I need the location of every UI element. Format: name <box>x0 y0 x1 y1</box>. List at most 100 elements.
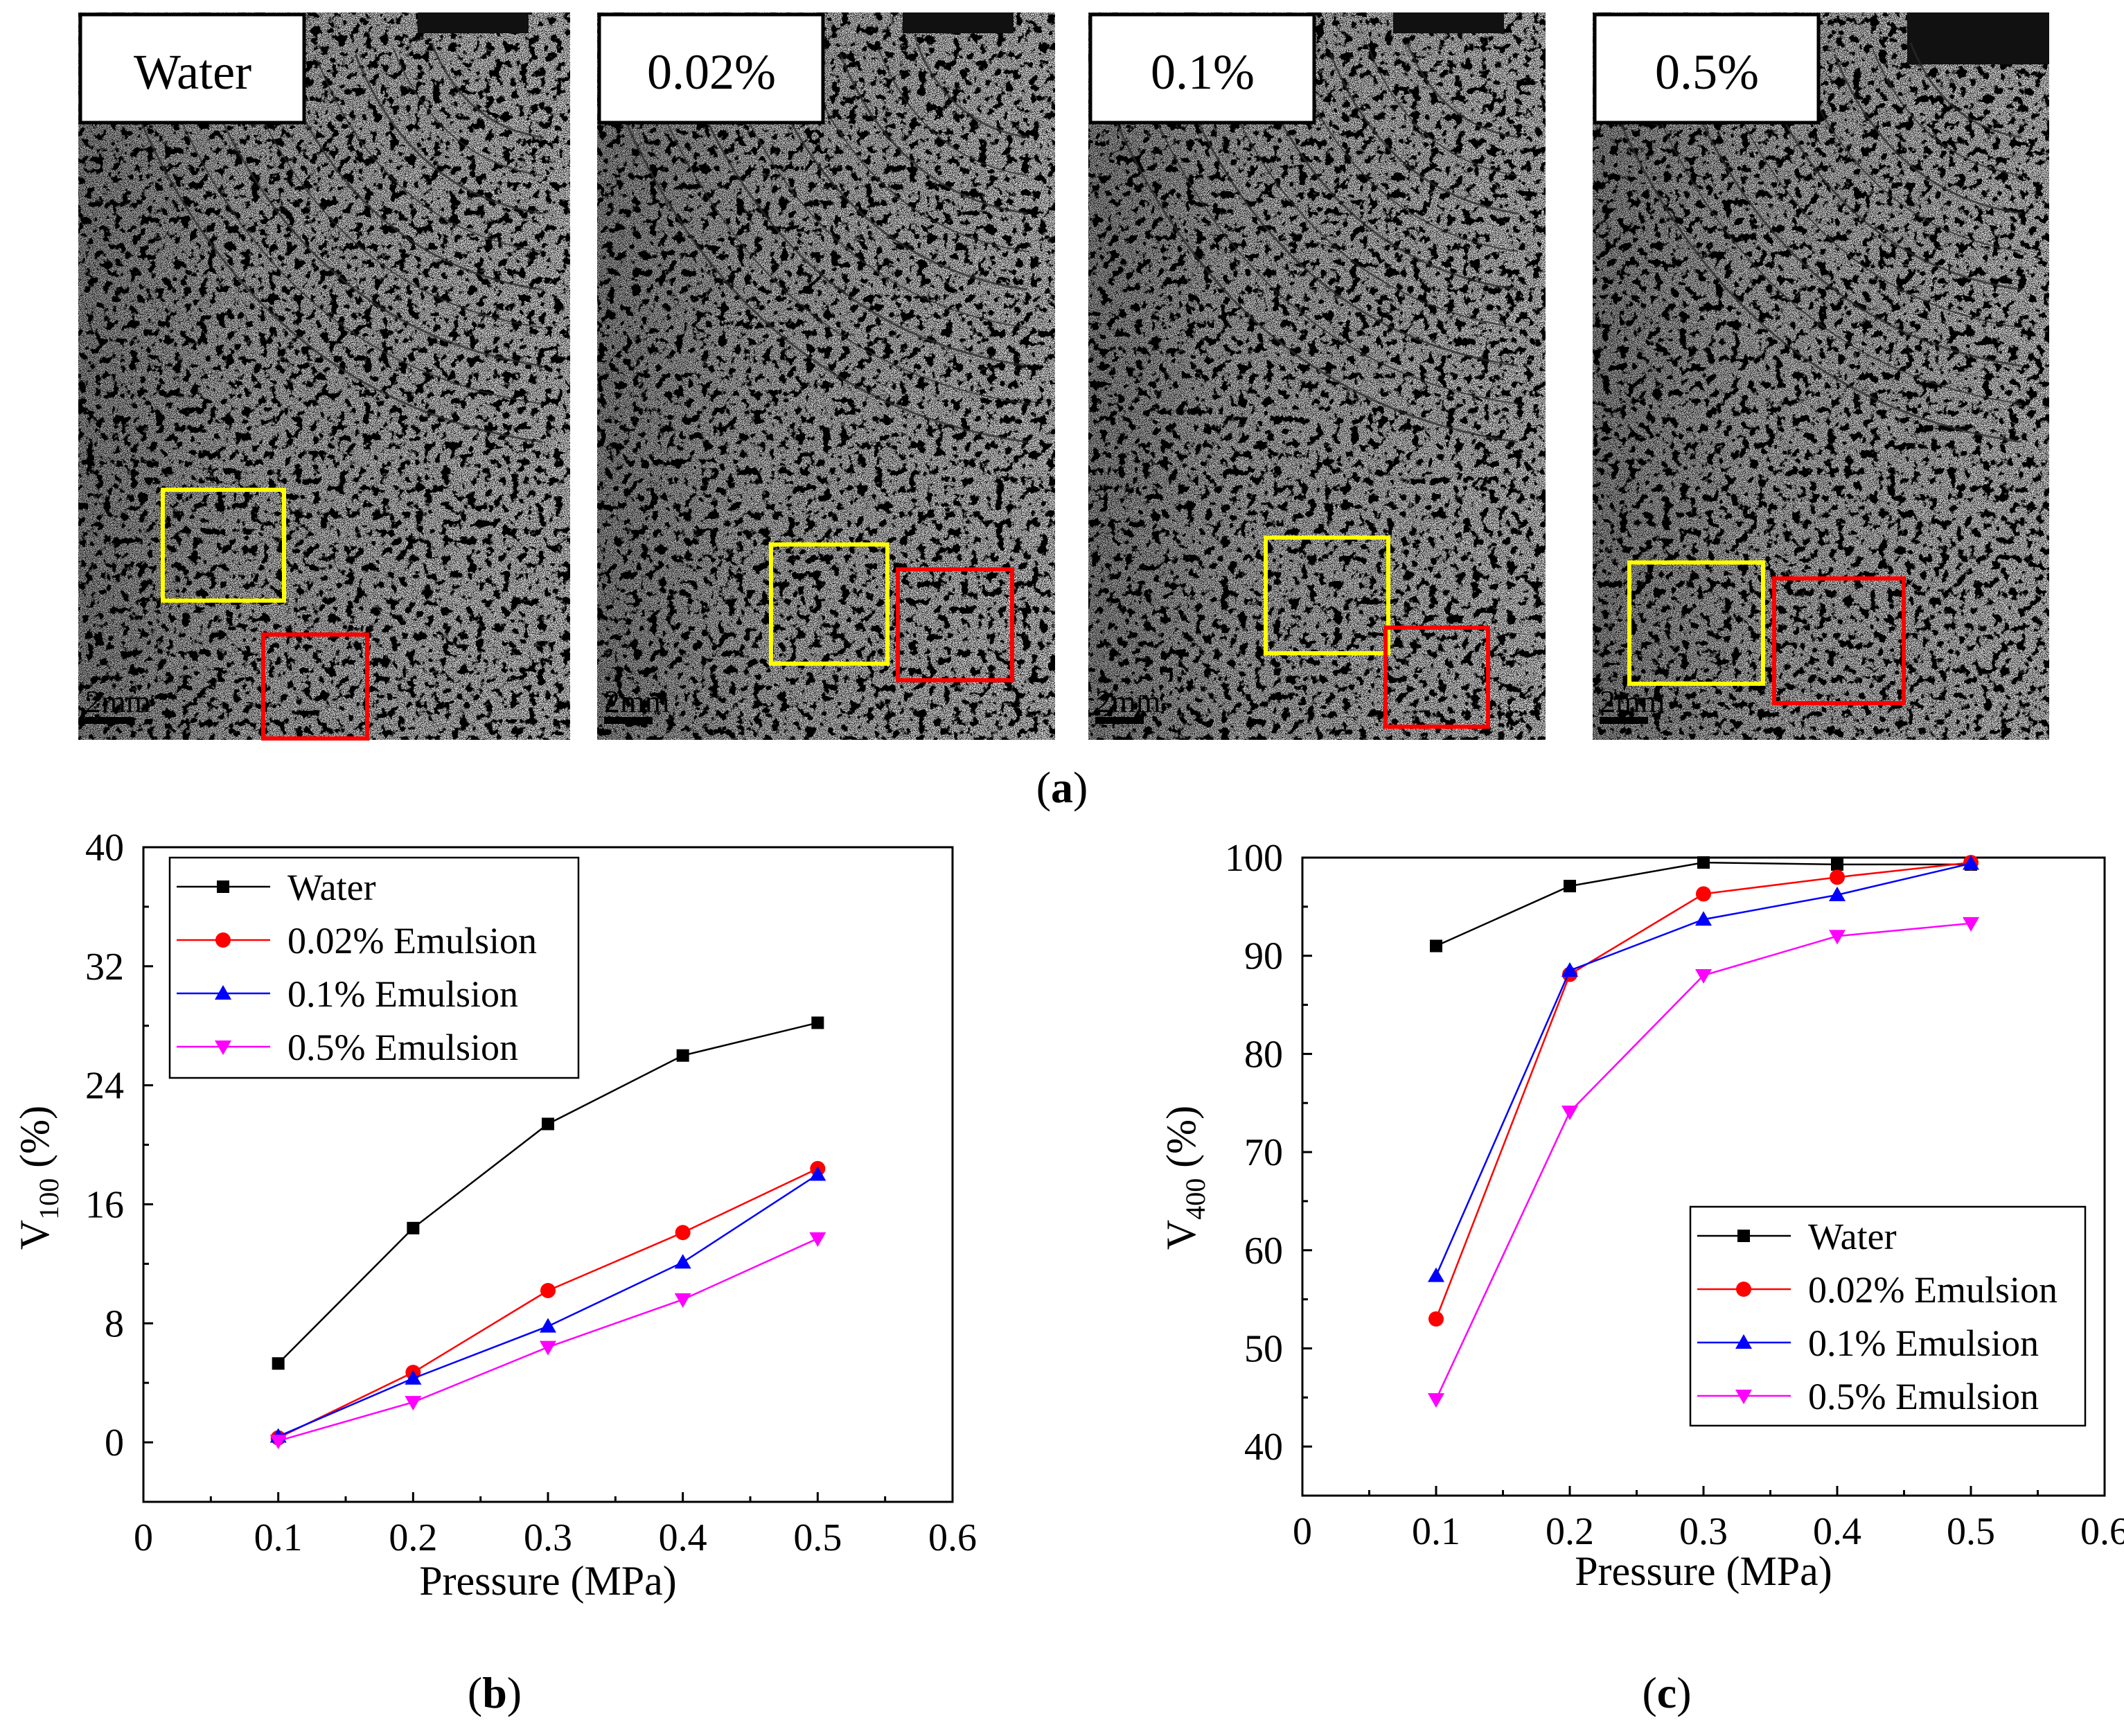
data-point <box>1428 1311 1444 1327</box>
photo-texture <box>1593 12 2049 740</box>
scale-bar-label: 2mm <box>604 684 670 719</box>
scale-bar <box>604 717 653 724</box>
legend-label: 0.1% Emulsion <box>287 973 518 1015</box>
x-tick-label: 0 <box>1293 1510 1312 1553</box>
data-point <box>1830 869 1845 885</box>
data-point <box>1697 856 1710 869</box>
data-point <box>1430 939 1442 953</box>
spray-filament <box>317 60 543 252</box>
series-line-1 <box>1435 861 1971 947</box>
data-point <box>1561 1105 1578 1120</box>
data-point <box>675 1225 691 1241</box>
scale-bar-label: 2mm <box>1095 684 1161 719</box>
y-tick-label: 0 <box>105 1421 124 1464</box>
red-highlight-box <box>1383 626 1490 729</box>
chart-b-legend-box <box>168 856 580 1079</box>
y-tick-label: 60 <box>1244 1230 1283 1273</box>
x-tick-label: 0.5 <box>1947 1510 1995 1553</box>
x-tick-label: 0.4 <box>1813 1510 1861 1553</box>
spray-filament <box>1909 42 2022 139</box>
yellow-highlight-box <box>1627 560 1765 686</box>
data-point <box>1963 855 1979 870</box>
spray-filament <box>1140 82 1519 405</box>
y-tick-label: 16 <box>85 1183 124 1226</box>
data-point <box>540 1283 556 1299</box>
x-tick-label: 0.3 <box>524 1516 572 1559</box>
series-line-3 <box>278 1173 819 1437</box>
data-point <box>674 1293 691 1308</box>
scale-bar <box>85 717 134 724</box>
chart-b: 0 0.1 0.2 0.3 0.4 0.5 0.6 0 8 16 24 32 40 Pressure (… <box>12 826 977 1717</box>
data-point <box>1428 1267 1444 1282</box>
photo-label: Water <box>134 44 251 100</box>
photo-texture <box>78 12 570 740</box>
y-tick-label: 50 <box>1244 1327 1283 1370</box>
data-point <box>811 1016 824 1029</box>
spray-filament <box>240 71 543 328</box>
photo-label: 0.1% <box>1151 44 1255 100</box>
legend-label: Water <box>287 867 376 908</box>
photo-label-box <box>1593 12 1821 125</box>
spray-filament <box>354 53 543 215</box>
legend-marker <box>215 932 231 948</box>
x-tick-label: 0.3 <box>1679 1510 1728 1553</box>
legend-label: Water <box>1808 1216 1897 1257</box>
y-tick-label: 70 <box>1244 1131 1283 1174</box>
data-point <box>1829 886 1846 901</box>
spray-filament <box>839 53 1028 215</box>
red-highlight-box <box>1772 576 1906 705</box>
chart-c: 0 0.1 0.2 0.3 0.4 0.5 0.6 40 50 60 70 80 90 100 Press… <box>1158 837 2124 1717</box>
data-point <box>542 1117 554 1131</box>
photo-label-box <box>78 12 306 125</box>
x-tick-label: 0.1 <box>254 1516 303 1559</box>
y-tick-label: 24 <box>85 1065 124 1108</box>
data-point <box>809 1166 826 1181</box>
x-tick-label: 0.1 <box>1412 1510 1460 1553</box>
legend-label: 0.02% Emulsion <box>287 920 537 962</box>
nozzle <box>1907 12 2049 64</box>
spray-filament <box>687 76 1028 367</box>
yellow-highlight-box <box>1264 535 1390 655</box>
spray-filament <box>1177 76 1519 367</box>
red-highlight-box <box>261 632 369 741</box>
y-tick-label: 40 <box>1244 1426 1283 1469</box>
chart-c-xlabel: Pressure (MPa) <box>1575 1548 1832 1594</box>
data-point <box>272 1357 285 1370</box>
y-tick-label: 100 <box>1225 837 1283 880</box>
x-tick-label: 0.2 <box>389 1516 437 1559</box>
data-point <box>809 1232 826 1247</box>
legend-marker <box>215 1040 231 1055</box>
x-tick-label: 0.6 <box>928 1516 977 1559</box>
legend-label: 0.5% Emulsion <box>1808 1376 2039 1417</box>
x-tick-label: 0 <box>134 1516 153 1559</box>
photo-texture <box>1088 12 1546 740</box>
legend-marker <box>217 880 229 893</box>
spray-filament <box>1681 76 2022 367</box>
data-point <box>1696 886 1711 902</box>
photo-label: 0.02% <box>647 44 776 100</box>
data-point <box>405 1370 422 1385</box>
data-point <box>1695 969 1712 984</box>
spray-filament <box>1643 82 2022 405</box>
data-point <box>1695 911 1712 926</box>
data-point <box>540 1340 556 1356</box>
legend-label: 0.5% Emulsion <box>287 1027 518 1068</box>
spray-filament <box>1368 48 1519 176</box>
legend-marker <box>1736 1282 1751 1297</box>
yellow-highlight-box <box>769 542 890 666</box>
y-tick-label: 32 <box>85 946 124 989</box>
legend-marker <box>1735 1334 1752 1349</box>
legend-label: 0.1% Emulsion <box>1808 1322 2039 1364</box>
data-point <box>405 1396 422 1411</box>
spray-filament <box>202 76 543 367</box>
photo-label-box <box>597 12 825 125</box>
photo-3: 0.1% 2mm <box>1088 12 1546 740</box>
caption-b: (b) <box>468 1668 522 1717</box>
data-point <box>1829 930 1846 945</box>
spray-filament <box>878 48 1028 176</box>
spray-filament <box>125 88 543 443</box>
data-point <box>674 1254 691 1269</box>
spray-filament <box>915 42 1028 139</box>
data-point <box>676 1049 689 1062</box>
